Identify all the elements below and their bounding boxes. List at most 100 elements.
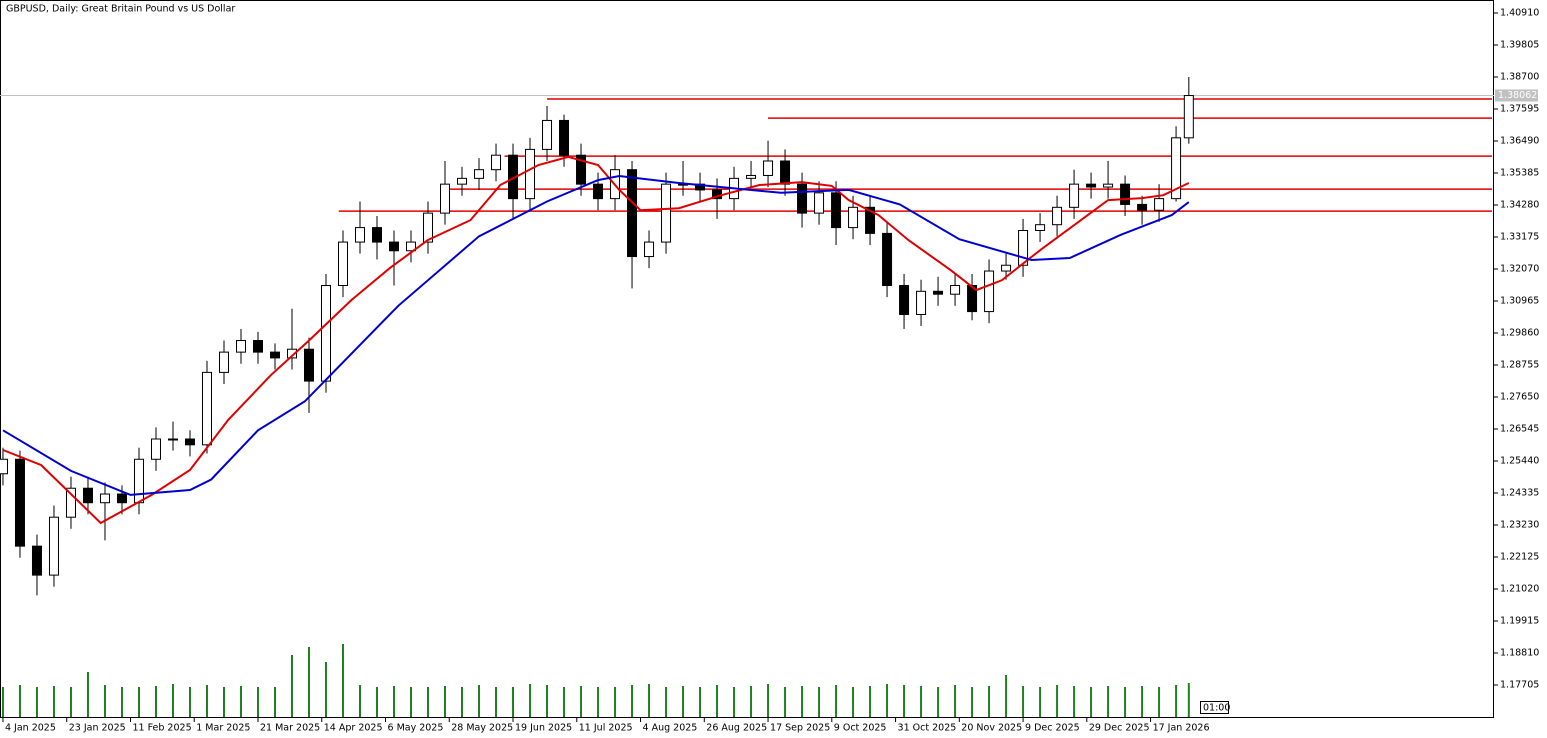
moving-average bbox=[2, 174, 1190, 496]
candle-body bbox=[1001, 264, 1012, 272]
candle-body bbox=[150, 438, 161, 460]
y-tick-label: 1.19915 bbox=[1500, 616, 1539, 627]
x-tick-label: 31 Oct 2025 bbox=[898, 723, 957, 734]
y-tick-label: 1.35385 bbox=[1500, 168, 1539, 179]
candle-body bbox=[1154, 198, 1165, 211]
candle-body bbox=[950, 285, 961, 295]
candle-body bbox=[542, 119, 553, 150]
y-tick-label: 1.22125 bbox=[1500, 552, 1539, 563]
x-tick-label: 6 May 2025 bbox=[388, 723, 444, 734]
candle-body bbox=[99, 493, 110, 504]
candle-body bbox=[865, 206, 876, 234]
candle-body bbox=[48, 516, 59, 576]
last-price-label: 1.38062 bbox=[1498, 90, 1537, 101]
candle-body bbox=[593, 183, 604, 200]
candle-body bbox=[82, 487, 93, 504]
y-tick-label: 1.38700 bbox=[1500, 72, 1539, 83]
candle-body bbox=[763, 160, 774, 176]
candle-body bbox=[644, 241, 655, 258]
last-price-box bbox=[1495, 89, 1538, 102]
y-tick-label: 1.24335 bbox=[1500, 488, 1539, 499]
y-tick-label: 1.17705 bbox=[1500, 680, 1539, 691]
candle-body bbox=[1103, 183, 1114, 188]
candle-body bbox=[661, 183, 672, 243]
candle-body bbox=[116, 493, 127, 504]
y-tick-label: 1.27650 bbox=[1500, 392, 1539, 403]
candle-body bbox=[235, 340, 246, 353]
plot bbox=[0, 77, 1194, 717]
moving-average bbox=[2, 155, 1190, 525]
y-tick-label: 1.26545 bbox=[1500, 424, 1539, 435]
candle-body bbox=[31, 545, 42, 576]
candle-body bbox=[252, 340, 263, 353]
y-tick-label: 1.18810 bbox=[1500, 648, 1539, 659]
candle-body bbox=[780, 160, 791, 185]
time-marker: 01:00 bbox=[1203, 703, 1230, 714]
y-tick-label: 1.23230 bbox=[1500, 520, 1539, 531]
x-tick-label: 9 Dec 2025 bbox=[1025, 723, 1080, 734]
y-tick-label: 1.25440 bbox=[1500, 456, 1539, 467]
x-tick-label: 28 May 2025 bbox=[451, 723, 513, 734]
candle-body bbox=[389, 241, 400, 252]
x-tick-label: 4 Aug 2025 bbox=[643, 723, 698, 734]
candle-body bbox=[355, 227, 366, 243]
candle-body bbox=[814, 192, 825, 214]
candle-body bbox=[1018, 229, 1029, 266]
candle-body bbox=[457, 177, 468, 185]
y-tick-label: 1.34280 bbox=[1500, 200, 1539, 211]
candle-body bbox=[321, 285, 332, 382]
candle-body bbox=[440, 183, 451, 214]
candle-body bbox=[746, 174, 757, 179]
candle-body bbox=[338, 241, 349, 287]
levels bbox=[0, 94, 1494, 212]
candle-body bbox=[372, 227, 383, 243]
y-tick-label: 1.29860 bbox=[1500, 328, 1539, 339]
candle-body bbox=[218, 351, 229, 373]
candle-body bbox=[167, 438, 178, 441]
y-tick-label: 1.39805 bbox=[1500, 40, 1539, 51]
candle-body bbox=[848, 206, 859, 229]
x-tick-label: 19 Jun 2025 bbox=[515, 723, 572, 734]
candle-body bbox=[559, 119, 570, 156]
y-tick-label: 1.21020 bbox=[1500, 584, 1539, 595]
x-tick-label: 1 Mar 2025 bbox=[196, 723, 250, 734]
candle-body bbox=[1086, 183, 1097, 188]
x-tick-label: 9 Oct 2025 bbox=[834, 723, 887, 734]
candle-body bbox=[1137, 203, 1148, 211]
x-tick-label: 11 Feb 2025 bbox=[132, 723, 191, 734]
candle-body bbox=[933, 290, 944, 295]
candle-body bbox=[14, 458, 25, 547]
candle-body bbox=[627, 169, 638, 258]
candle-body bbox=[0, 458, 8, 475]
candle-body bbox=[491, 154, 502, 171]
candle-body bbox=[133, 458, 144, 504]
chart-title: GBPUSD, Daily: Great Britain Pound vs US… bbox=[6, 4, 235, 15]
candle-body bbox=[525, 148, 536, 200]
candle-body bbox=[65, 487, 76, 518]
x-tick-label: 29 Dec 2025 bbox=[1089, 723, 1150, 734]
candle-body bbox=[201, 371, 212, 446]
axes: 1.40910 1.39805 1.38700 1.37595 1.36490 1.353… bbox=[2, 8, 1539, 734]
time-marker-box bbox=[1200, 701, 1229, 714]
x-tick-label: 26 Aug 2025 bbox=[706, 723, 767, 734]
candle-body bbox=[797, 183, 808, 214]
candle-body bbox=[423, 212, 434, 243]
x-tick-label: 20 Nov 2025 bbox=[961, 723, 1022, 734]
candle-body bbox=[1035, 224, 1046, 231]
candle-body bbox=[1052, 206, 1063, 226]
plot-frame bbox=[0, 0, 1494, 718]
candle-body bbox=[1183, 95, 1194, 139]
candle-body bbox=[1069, 183, 1080, 208]
y-tick-label: 1.30965 bbox=[1500, 296, 1539, 307]
candle-body bbox=[184, 438, 195, 446]
x-tick-label: 23 Jan 2025 bbox=[69, 723, 126, 734]
candle-body bbox=[576, 154, 587, 185]
candle-body bbox=[882, 232, 893, 287]
y-tick-label: 1.36490 bbox=[1500, 136, 1539, 147]
candle-body bbox=[1171, 137, 1182, 200]
x-tick-label: 11 Jul 2025 bbox=[579, 723, 633, 734]
x-tick-label: 14 Apr 2025 bbox=[324, 723, 383, 734]
y-tick-label: 1.33175 bbox=[1500, 232, 1539, 243]
